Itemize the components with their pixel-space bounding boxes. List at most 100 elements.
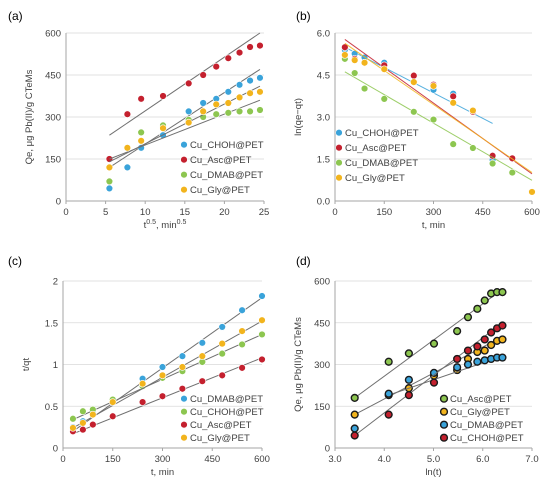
data-point <box>351 69 359 77</box>
data-point <box>123 110 132 118</box>
trend-line <box>344 42 533 173</box>
data-point <box>105 177 114 186</box>
series-Cu_Gly@PET: Cu_Gly@PET <box>335 42 536 196</box>
data-point <box>246 43 254 51</box>
data-point <box>235 107 244 116</box>
data-point <box>463 313 473 322</box>
trend-line <box>72 297 263 432</box>
data-point <box>159 92 167 100</box>
data-point <box>184 79 193 88</box>
x-tick-label: 7.0 <box>525 454 538 465</box>
data-point <box>198 377 207 385</box>
data-point <box>473 304 482 313</box>
trend-line <box>109 32 261 136</box>
x-tick-label: 600 <box>524 207 540 218</box>
data-point <box>469 144 477 152</box>
y-tick-label: 450 <box>314 318 330 329</box>
data-point <box>258 292 266 300</box>
x-tick-label: 5.0 <box>427 454 440 465</box>
data-point <box>487 340 496 350</box>
data-point <box>453 363 462 372</box>
y-axis-title: ln(qe−qt) <box>293 98 304 136</box>
data-point <box>218 323 226 331</box>
data-point <box>158 392 167 400</box>
data-point <box>488 159 497 168</box>
series-Cu_Gly@PET: Cu_Gly@PET <box>69 316 266 444</box>
data-point <box>178 385 187 393</box>
legend-marker <box>180 395 188 403</box>
data-point <box>246 76 254 85</box>
legend-label: Cu_CHOH@PET <box>190 407 264 418</box>
data-point <box>498 288 507 297</box>
y-tick-label: 0 <box>53 444 58 455</box>
data-point <box>429 115 438 124</box>
data-point <box>469 106 477 115</box>
legend-label: Cu_DMAB@PET <box>190 394 263 405</box>
panel-label: (c) <box>8 254 22 268</box>
trend-line <box>109 68 261 168</box>
legend-marker <box>335 174 343 182</box>
chart-panel-4: 0 150 300 450 600 3.0 4.0 5.0 6.0 7.0 ln(t) Qe, μg … <box>293 254 539 478</box>
trend-line <box>109 85 261 163</box>
x-tick-label: 600 <box>254 454 270 465</box>
data-point <box>89 420 97 429</box>
data-point <box>350 424 359 433</box>
legend-label: Cu_Gly@PET <box>190 433 250 444</box>
data-point <box>224 109 232 117</box>
data-point <box>238 306 246 314</box>
x-tick-label: 150 <box>105 454 121 465</box>
data-point <box>238 327 246 335</box>
data-point <box>138 380 147 388</box>
y-tick-label: 150 <box>314 402 330 413</box>
data-point <box>79 407 87 415</box>
data-point <box>199 107 207 116</box>
data-point <box>178 352 187 360</box>
y-tick-label: 1.5 <box>45 318 58 329</box>
data-point <box>473 342 482 351</box>
data-point <box>380 65 388 73</box>
legend-label: Cu_DMAB@PET <box>345 158 418 169</box>
data-point <box>218 349 226 358</box>
legend-label: Cu_CHOH@PET <box>450 433 524 444</box>
series-Cu_DMAB@PET: Cu_DMAB@PET <box>69 292 266 432</box>
data-point <box>258 355 266 364</box>
series-Cu_DMAB@PET: Cu_DMAB@PET <box>350 353 523 433</box>
data-point <box>480 346 489 355</box>
legend-marker <box>180 434 188 442</box>
x-tick-label: 150 <box>376 207 392 218</box>
data-point <box>158 371 167 380</box>
y-tick-label: 2 <box>53 277 58 288</box>
x-tick-label: 5 <box>103 207 108 218</box>
data-point <box>480 296 489 305</box>
y-tick-label: 600 <box>45 29 61 40</box>
y-tick-label: 450 <box>45 71 61 82</box>
x-axis-title: t, min <box>151 467 174 478</box>
panel-label: (a) <box>8 9 23 23</box>
chart-panel-1: 0 150 300 450 600 0 5 10 15 20 25 t0.5​, min0.5​ Qe,… <box>8 9 269 231</box>
data-point <box>198 352 207 360</box>
data-point <box>123 144 132 152</box>
data-point <box>360 84 369 93</box>
data-point <box>105 184 114 193</box>
trend-line <box>72 357 263 435</box>
y-tick-label: 4.5 <box>317 71 330 82</box>
data-point <box>480 335 489 344</box>
legend-marker <box>439 394 449 403</box>
x-tick-label: 450 <box>204 454 220 465</box>
data-point <box>360 59 369 67</box>
trend-line <box>354 322 503 436</box>
data-point <box>218 371 226 380</box>
y-tick-label: 6.0 <box>317 29 330 40</box>
data-point <box>410 108 418 116</box>
legend-label: Cu_DMAB@PET <box>190 170 263 181</box>
data-point <box>198 339 207 347</box>
data-point <box>384 389 393 398</box>
legend-marker <box>180 171 188 179</box>
data-point <box>473 357 482 366</box>
y-tick-label: 1.5 <box>317 155 330 166</box>
data-point <box>246 107 254 116</box>
data-point <box>246 89 254 97</box>
legend-label: Cu_Asc@PET <box>190 155 252 166</box>
panel-label: (b) <box>296 9 311 23</box>
